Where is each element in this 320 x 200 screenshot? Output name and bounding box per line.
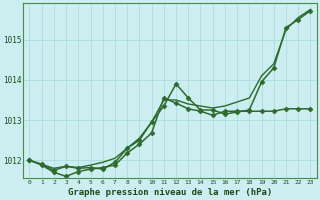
X-axis label: Graphe pression niveau de la mer (hPa): Graphe pression niveau de la mer (hPa) xyxy=(68,188,272,197)
